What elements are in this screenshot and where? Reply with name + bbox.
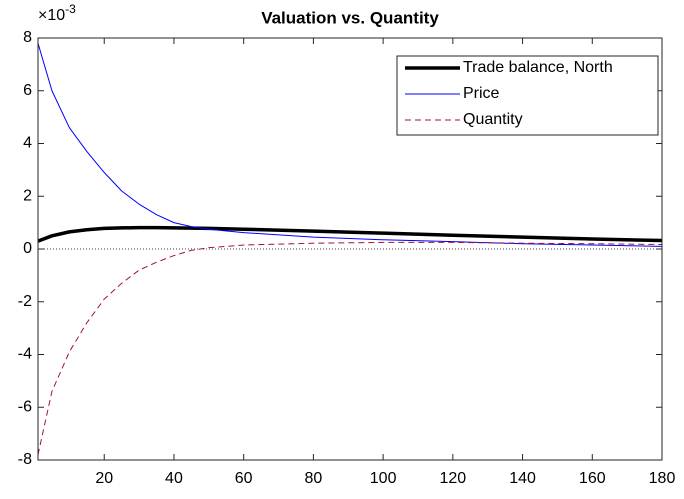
series-line (37, 43, 663, 247)
x-tick-label: 100 (370, 470, 397, 487)
y-tick-label: 6 (23, 82, 32, 99)
y-multiplier-base: ×10 (38, 7, 65, 24)
y-tick-label: 2 (23, 187, 32, 204)
y-tick-label: 4 (23, 135, 32, 152)
x-tick-label: 180 (649, 470, 676, 487)
legend-label: Price (463, 85, 500, 102)
y-multiplier-exponent: -3 (65, 2, 76, 16)
legend-label: Trade balance, North (463, 59, 613, 76)
y-tick-label: -2 (18, 293, 32, 310)
chart-title: Valuation vs. Quantity (261, 8, 439, 27)
series-line (37, 225, 663, 243)
axes-box (37, 37, 663, 461)
y-multiplier: ×10-3 (38, 2, 76, 24)
legend-label: Quantity (463, 111, 523, 128)
y-tick-label: 8 (23, 29, 32, 46)
y-tick-label: -6 (18, 398, 32, 415)
y-tick-label: 0 (23, 240, 32, 257)
x-tick-label: 20 (95, 470, 113, 487)
x-tick-label: 60 (235, 470, 253, 487)
x-tick-label: 120 (439, 470, 466, 487)
series-line (37, 241, 663, 455)
x-tick-label: 80 (304, 470, 322, 487)
x-tick-label: 40 (165, 470, 183, 487)
y-tick-label: -8 (18, 451, 32, 468)
y-tick-label: -4 (18, 346, 32, 363)
x-tick-label: 140 (509, 470, 536, 487)
x-tick-label: 160 (579, 470, 606, 487)
